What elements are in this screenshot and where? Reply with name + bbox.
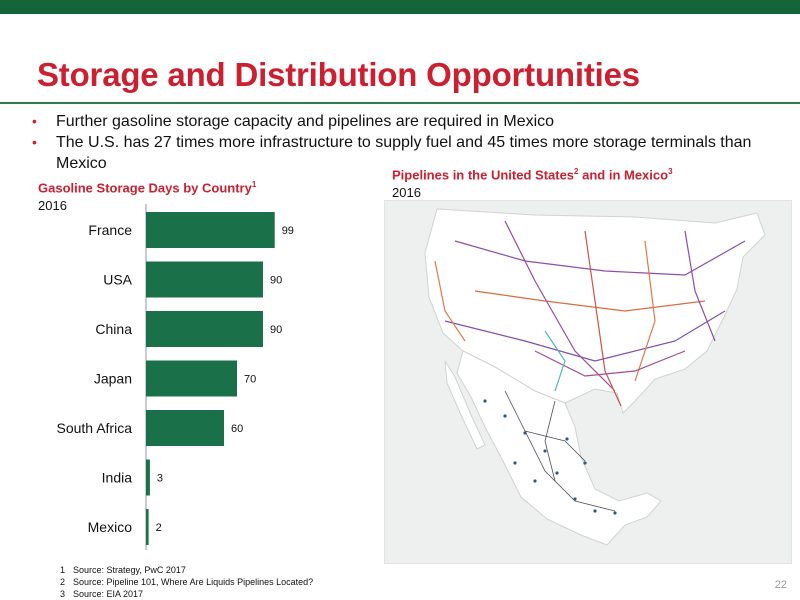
data-label: 3 [157, 473, 163, 485]
bar-japan [146, 360, 237, 397]
bar-chart-year: 2016 [38, 198, 67, 213]
bar-france [146, 212, 275, 248]
category-label: Japan [94, 371, 132, 387]
bar-chart-title-text: Gasoline Storage Days by Country [38, 180, 252, 196]
bar-south-africa [146, 410, 224, 446]
slide-title: Storage and Distribution Opportunities [37, 56, 640, 93]
footnote: 1 Source: Strategy, PwC 2017 [60, 564, 313, 576]
bullet-icon: • [32, 113, 37, 129]
bar-chart: France 99 USA 90 China 90 Japan 70 South Africa 6… [57, 204, 294, 550]
mexico-pipelines [504, 390, 616, 512]
data-label: 70 [244, 374, 256, 386]
mexico-terminals [483, 399, 617, 515]
map-year: 2016 [392, 185, 421, 200]
bullet-text: Further gasoline storage capacity and pi… [56, 113, 555, 130]
page-number: 22 [774, 579, 787, 591]
footnote: 2 Source: Pipeline 101, Where Are Liquids… [60, 576, 313, 588]
category-label: Mexico [88, 519, 133, 535]
top-brand-bar [0, 0, 800, 14]
title-divider [0, 102, 800, 104]
data-label: 90 [270, 275, 282, 287]
footnote-text: Source: Strategy, PwC 2017 [73, 565, 186, 575]
category-label: China [95, 321, 132, 337]
bar-mexico [146, 509, 149, 545]
category-label: France [88, 222, 132, 238]
mexico-landmass [456, 350, 662, 546]
category-label: India [102, 470, 133, 486]
map-title-footnote-1: 2 [574, 167, 579, 176]
data-label: 90 [270, 324, 282, 336]
footnote: 3 Source: EIA 2017 [60, 588, 313, 600]
bullet-list: • Further gasoline storage capacity and p… [32, 111, 762, 174]
bar-usa [146, 261, 263, 298]
map-title-text-2: and in Mexico [578, 167, 669, 183]
footnote-number: 1 [60, 565, 66, 575]
bullet-text: The U.S. has 27 times more infrastructur… [56, 134, 752, 172]
baja-peninsula [444, 360, 486, 450]
bullet-icon: • [32, 134, 37, 150]
us-pipelines [434, 220, 746, 407]
bar-india [146, 459, 150, 496]
category-label: South Africa [57, 420, 133, 436]
us-landmass [424, 208, 766, 414]
category-label: USA [103, 272, 132, 288]
pipeline-map [384, 200, 792, 564]
footnote-text: Source: EIA 2017 [73, 589, 144, 599]
bar-chart-title: Gasoline Storage Days by Country1 [38, 180, 256, 195]
footnote-number: 3 [60, 589, 66, 599]
data-label: 99 [282, 225, 294, 237]
map-title-footnote-2: 3 [668, 167, 673, 176]
footnote-number: 2 [60, 577, 66, 587]
bullet-item: • Further gasoline storage capacity and p… [32, 111, 762, 132]
bar-china [146, 311, 263, 347]
bullet-item: • The U.S. has 27 times more infrastructu… [32, 132, 762, 174]
pipeline-map-image [424, 208, 766, 546]
data-label: 60 [231, 423, 243, 435]
footnote-text: Source: Pipeline 101, Where Are Liquids … [73, 577, 314, 587]
data-label: 2 [156, 522, 162, 534]
map-title: Pipelines in the United States2 and in M… [392, 167, 673, 182]
footnotes: 1 Source: Strategy, PwC 2017 2 Source: Pip… [60, 564, 313, 600]
map-title-text-1: Pipelines in the United States [392, 167, 575, 183]
bar-chart-title-footnote: 1 [251, 180, 257, 189]
